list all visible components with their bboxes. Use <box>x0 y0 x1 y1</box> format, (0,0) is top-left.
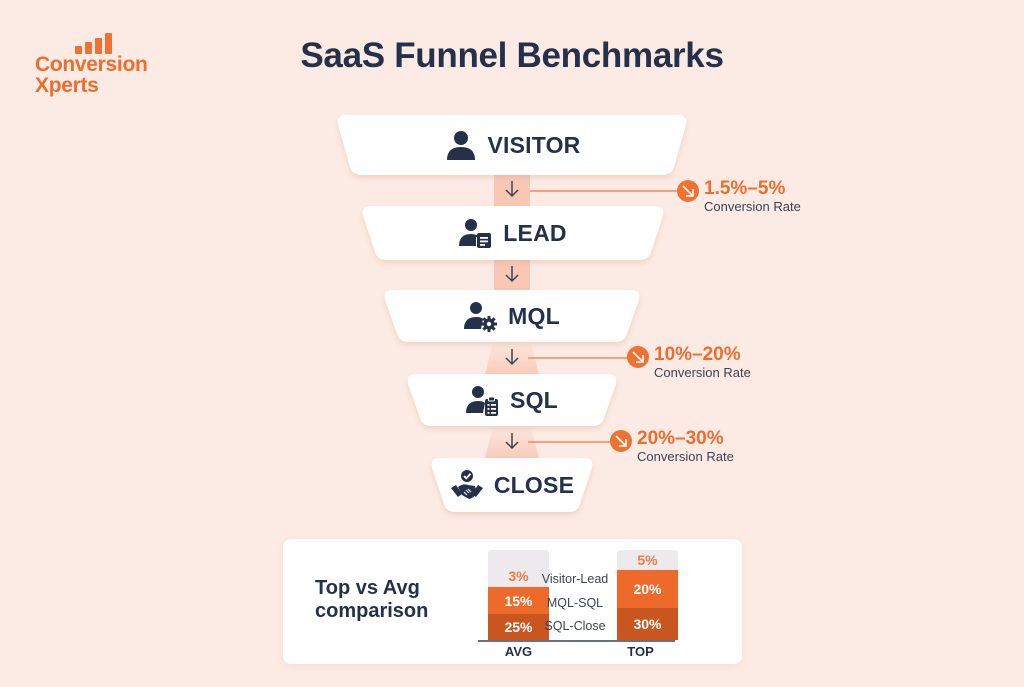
rate-leader-line <box>528 441 612 443</box>
arrow-down-icon <box>505 180 519 198</box>
brand-name-line1: Conversion <box>35 53 148 76</box>
arrow-down-right-icon <box>627 346 649 368</box>
bar-segment-sql-close: 30% <box>617 608 678 640</box>
funnel-stage-lead: LEAD <box>361 206 665 260</box>
user-clipboard-icon <box>466 383 500 417</box>
user-gear-icon <box>464 299 498 333</box>
user-icon <box>444 128 478 162</box>
bar-segment-visitor-lead: 3% <box>488 550 549 587</box>
series-label: MQL-SQL <box>546 596 604 610</box>
bar-segment-visitor-lead: 5% <box>617 550 678 570</box>
comparison-title-line2: comparison <box>315 600 429 622</box>
bar-segment-mql-sql: 15% <box>488 587 549 614</box>
user-document-icon <box>459 216 493 250</box>
arrow-down-icon <box>505 432 519 450</box>
bar-segment-sql-close: 25% <box>488 614 549 640</box>
series-label: Visitor-Lead <box>541 572 609 586</box>
brand-name: Conversion Xperts <box>35 54 148 96</box>
bar-label-avg: AVG <box>504 644 533 659</box>
rate-leader-line <box>530 190 680 192</box>
funnel-stage-visitor: VISITOR <box>336 115 688 175</box>
brand-name-line2: Xperts <box>35 74 99 97</box>
bar-chart-icon <box>75 32 150 54</box>
stage-label: VISITOR <box>487 131 581 158</box>
rate-caption: Conversion Rate <box>654 365 751 380</box>
stage-label: LEAD <box>503 219 567 246</box>
rate-leader-line <box>528 357 630 359</box>
bar-segment-mql-sql: 20% <box>617 570 678 608</box>
comparison-title: Top vs Avg comparison <box>315 577 428 623</box>
bar-avg: 3% 15% 25% <box>488 550 549 640</box>
stage-label: CLOSE <box>493 471 575 498</box>
funnel-stage-mql: MQL <box>383 290 641 342</box>
stage-label: MQL <box>508 302 560 329</box>
rate-value: 20%–30% <box>637 428 724 449</box>
stage-label: SQL <box>510 386 558 413</box>
rate-caption: Conversion Rate <box>704 199 801 214</box>
bar-label-top: TOP <box>627 644 654 659</box>
funnel-stage-close: CLOSE <box>430 458 594 512</box>
arrow-down-right-icon <box>677 180 699 202</box>
funnel-stage-sql: SQL <box>406 374 618 426</box>
bar-top: 5% 20% 30% <box>617 550 678 640</box>
arrow-down-right-icon <box>610 430 632 452</box>
handshake-check-icon <box>450 468 484 502</box>
arrow-down-icon <box>505 265 519 283</box>
rate-value: 1.5%–5% <box>704 178 786 199</box>
page-title: SaaS Funnel Benchmarks <box>300 36 724 75</box>
series-label: SQL-Close <box>544 619 606 633</box>
arrow-down-icon <box>505 348 519 366</box>
rate-value: 10%–20% <box>654 344 741 365</box>
rate-caption: Conversion Rate <box>637 449 734 464</box>
comparison-title-line1: Top vs Avg <box>315 577 420 599</box>
chart-baseline <box>478 640 675 642</box>
